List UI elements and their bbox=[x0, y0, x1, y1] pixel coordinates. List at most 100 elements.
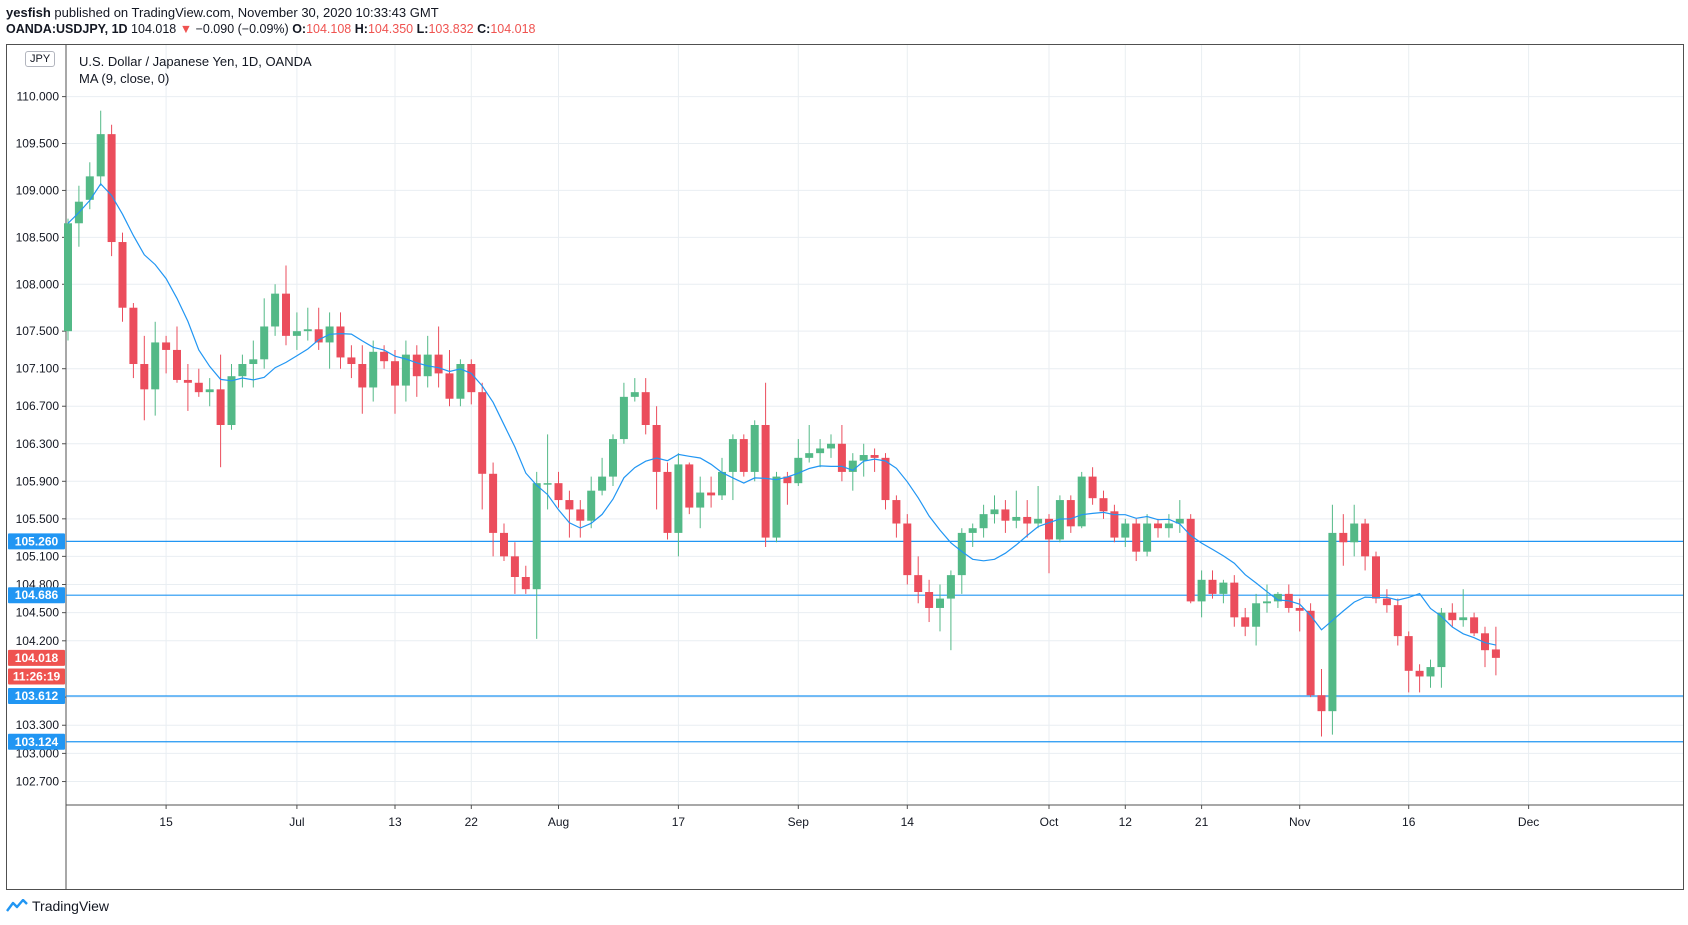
candle-body[interactable] bbox=[369, 351, 378, 388]
candle-body[interactable] bbox=[238, 364, 247, 377]
candle-body[interactable] bbox=[718, 471, 726, 496]
candle-body[interactable] bbox=[685, 464, 694, 508]
currency-badge[interactable]: JPY bbox=[25, 51, 56, 67]
moving-average-line[interactable] bbox=[67, 182, 1497, 646]
candle-body[interactable] bbox=[1045, 518, 1053, 540]
candle-body[interactable] bbox=[1099, 498, 1108, 512]
candle-body[interactable] bbox=[1154, 523, 1162, 529]
candle-body[interactable] bbox=[489, 473, 498, 533]
candle-body[interactable] bbox=[1491, 649, 1500, 658]
candle-body[interactable] bbox=[1426, 667, 1435, 677]
candle-body[interactable] bbox=[1197, 579, 1206, 602]
candle-body[interactable] bbox=[1317, 695, 1326, 712]
candle-body[interactable] bbox=[1219, 582, 1228, 594]
candle-body[interactable] bbox=[619, 396, 628, 440]
chart-canvas[interactable]: 102.700103.000103.300103.600104.200104.5… bbox=[7, 45, 1683, 889]
candle-body[interactable] bbox=[216, 389, 225, 425]
candle-body[interactable] bbox=[1470, 617, 1479, 634]
candle-body[interactable] bbox=[456, 364, 465, 399]
candle-body[interactable] bbox=[696, 492, 705, 508]
candle-body[interactable] bbox=[663, 471, 672, 533]
candle-body[interactable] bbox=[1110, 511, 1119, 538]
candle-body[interactable] bbox=[739, 439, 748, 472]
candle-body[interactable] bbox=[990, 509, 999, 515]
candle-body[interactable] bbox=[303, 329, 312, 332]
candle-body[interactable] bbox=[64, 223, 72, 332]
candle-body[interactable] bbox=[674, 464, 683, 533]
candle-body[interactable] bbox=[1077, 476, 1086, 527]
candle-body[interactable] bbox=[205, 389, 214, 393]
candle-body[interactable] bbox=[1295, 607, 1304, 611]
candle-body[interactable] bbox=[129, 307, 138, 365]
candle-body[interactable] bbox=[227, 376, 236, 425]
candle-body[interactable] bbox=[1372, 556, 1380, 599]
candle-body[interactable] bbox=[1481, 633, 1489, 651]
candle-body[interactable] bbox=[914, 575, 923, 593]
candle-body[interactable] bbox=[1001, 509, 1010, 521]
candle-body[interactable] bbox=[85, 176, 94, 200]
candle-body[interactable] bbox=[707, 492, 716, 496]
candle-body[interactable] bbox=[336, 326, 345, 358]
candle-body[interactable] bbox=[1066, 500, 1075, 527]
candle-body[interactable] bbox=[554, 483, 563, 501]
candle-body[interactable] bbox=[1252, 603, 1261, 627]
candle-body[interactable] bbox=[1459, 617, 1468, 621]
candle-body[interactable] bbox=[510, 556, 519, 577]
candle-body[interactable] bbox=[946, 575, 955, 599]
candle-body[interactable] bbox=[598, 476, 607, 491]
candle-body[interactable] bbox=[1404, 636, 1413, 671]
candle-body[interactable] bbox=[1034, 518, 1043, 524]
candle-body[interactable] bbox=[630, 392, 639, 397]
candle-body[interactable] bbox=[805, 453, 814, 458]
candle-body[interactable] bbox=[1361, 523, 1370, 557]
legend-indicator[interactable]: MA (9, close, 0) bbox=[79, 71, 170, 86]
candle-body[interactable] bbox=[445, 373, 454, 399]
candle-body[interactable] bbox=[380, 351, 389, 362]
candle-body[interactable] bbox=[1263, 601, 1271, 604]
candle-body[interactable] bbox=[979, 514, 988, 529]
candle-body[interactable] bbox=[816, 448, 825, 454]
candle-body[interactable] bbox=[1175, 518, 1184, 524]
candle-body[interactable] bbox=[750, 425, 759, 472]
candle-body[interactable] bbox=[271, 293, 280, 327]
candle-body[interactable] bbox=[194, 382, 203, 393]
candle-body[interactable] bbox=[521, 577, 530, 590]
candle-body[interactable] bbox=[1121, 523, 1130, 538]
candle-body[interactable] bbox=[761, 425, 770, 538]
candle-body[interactable] bbox=[1186, 518, 1195, 602]
candle-body[interactable] bbox=[925, 592, 934, 608]
candle-body[interactable] bbox=[783, 476, 792, 484]
candle-body[interactable] bbox=[478, 392, 487, 474]
candle-body[interactable] bbox=[1306, 610, 1315, 696]
candle-body[interactable] bbox=[140, 364, 149, 390]
candle-body[interactable] bbox=[1088, 476, 1097, 499]
candle-body[interactable] bbox=[401, 354, 410, 386]
brand-name[interactable]: TradingView bbox=[32, 898, 110, 914]
candle-body[interactable] bbox=[162, 342, 171, 350]
candle-body[interactable] bbox=[565, 500, 574, 510]
candle-body[interactable] bbox=[848, 460, 857, 472]
candle-body[interactable] bbox=[434, 354, 443, 374]
candle-body[interactable] bbox=[1339, 532, 1348, 543]
candle-body[interactable] bbox=[652, 425, 661, 472]
candle-body[interactable] bbox=[282, 293, 290, 336]
candle-body[interactable] bbox=[728, 439, 737, 472]
candle-body[interactable] bbox=[151, 342, 160, 390]
candle-body[interactable] bbox=[292, 331, 301, 336]
candle-body[interactable] bbox=[260, 326, 269, 360]
candle-body[interactable] bbox=[587, 490, 596, 521]
candle-body[interactable] bbox=[957, 532, 966, 576]
candle-body[interactable] bbox=[1012, 516, 1021, 521]
candle-body[interactable] bbox=[794, 457, 803, 484]
candle-body[interactable] bbox=[467, 364, 476, 393]
candle-body[interactable] bbox=[107, 134, 116, 243]
candle-body[interactable] bbox=[936, 598, 944, 608]
candle-body[interactable] bbox=[609, 439, 617, 477]
candle-body[interactable] bbox=[183, 379, 192, 383]
candle-body[interactable] bbox=[1273, 593, 1282, 602]
candle-body[interactable] bbox=[892, 500, 901, 524]
candle-body[interactable] bbox=[96, 134, 105, 177]
candle-body[interactable] bbox=[1208, 579, 1217, 594]
candle-body[interactable] bbox=[412, 354, 421, 377]
candle-body[interactable] bbox=[641, 392, 650, 425]
